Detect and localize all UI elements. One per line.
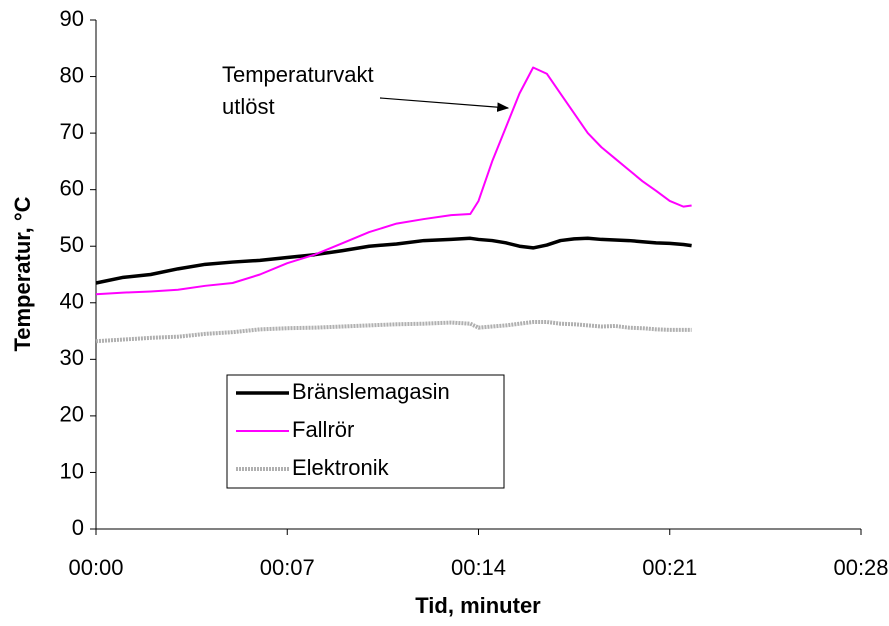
y-tick-label: 90 xyxy=(60,6,84,31)
y-tick-label: 10 xyxy=(60,458,84,483)
y-tick-label: 80 xyxy=(60,62,84,87)
y-tick-label: 20 xyxy=(60,402,84,427)
line-series xyxy=(95,236,692,285)
y-axis-title: Temperatur, °C xyxy=(10,196,35,351)
legend-label: Bränslemagasin xyxy=(292,379,450,404)
annotation: utlöst xyxy=(222,94,275,119)
line-series xyxy=(95,66,692,296)
annotation-arrow xyxy=(379,97,510,112)
legend-label: Fallrör xyxy=(292,417,354,442)
x-tick-label: 00:00 xyxy=(68,555,123,580)
x-axis-title: Tid, minuter xyxy=(415,593,541,618)
x-tick-label: 00:28 xyxy=(833,555,888,580)
x-tick-label: 00:14 xyxy=(451,555,506,580)
y-tick-label: 60 xyxy=(60,175,84,200)
y-tick-label: 30 xyxy=(60,345,84,370)
y-tick-label: 0 xyxy=(72,515,84,540)
y-tick-label: 40 xyxy=(60,289,84,314)
legend-label: Elektronik xyxy=(292,455,390,480)
y-tick-label: 50 xyxy=(60,232,84,257)
line-series xyxy=(95,320,692,344)
x-tick-label: 00:07 xyxy=(260,555,315,580)
annotation: Temperaturvakt xyxy=(222,62,374,87)
y-tick-label: 70 xyxy=(60,119,84,144)
x-tick-label: 00:21 xyxy=(642,555,697,580)
